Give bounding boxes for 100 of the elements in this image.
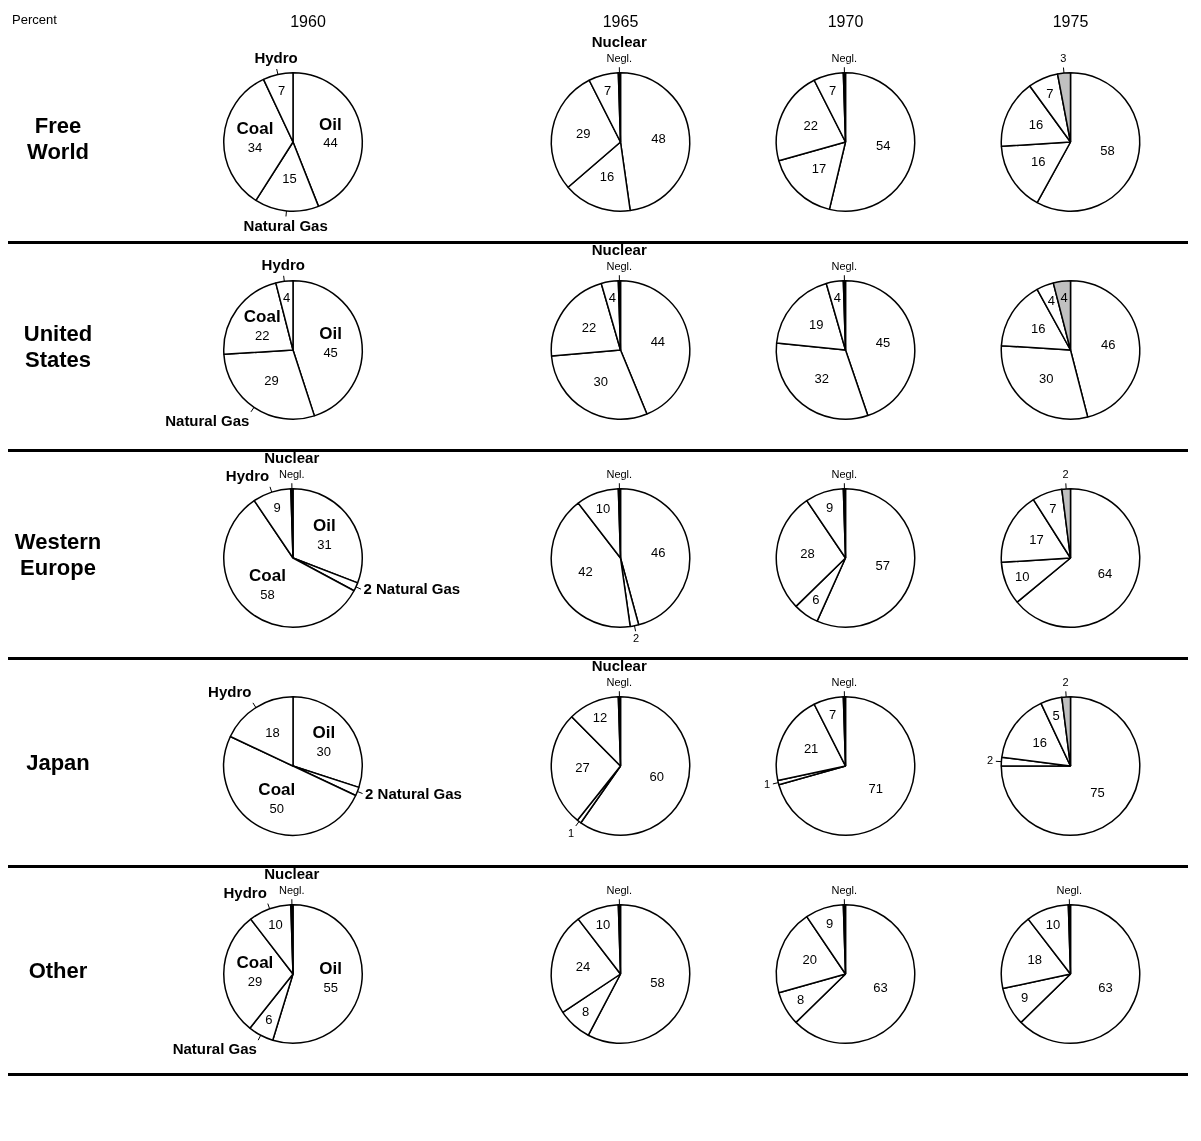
data-label: 24 — [575, 959, 591, 975]
data-label: 10 — [268, 916, 283, 932]
chart-title: 1965 — [602, 13, 639, 31]
data-label: 29 — [247, 974, 263, 990]
data-label: Negl. — [831, 259, 858, 272]
slice-label: Natural Gas — [172, 1040, 257, 1058]
data-label: 42 — [578, 564, 593, 580]
data-label: 4 — [1047, 293, 1055, 309]
data-label: 19 — [809, 317, 824, 333]
data-label: 58 — [260, 586, 275, 602]
text: Other — [28, 957, 88, 984]
data-label: 75 — [1090, 784, 1105, 800]
data-label: 3 — [1060, 52, 1067, 65]
chart-title: 1960 — [290, 13, 326, 31]
data-label: 28 — [800, 545, 815, 561]
slice-label: Nuclear — [591, 657, 647, 675]
data-label: 16 — [1028, 117, 1044, 133]
data-label: 8 — [582, 1004, 590, 1020]
data-label: 44 — [650, 334, 666, 350]
slice-label: Nuclear — [591, 33, 647, 51]
data-label: 32 — [814, 371, 830, 387]
text: Percent — [12, 12, 57, 27]
data-label: 16 — [599, 169, 615, 185]
data-label: 57 — [875, 557, 890, 573]
data-label: 7 — [829, 707, 837, 723]
slice-label: Hydro — [261, 255, 305, 273]
data-label: Negl. — [606, 259, 633, 272]
data-label: Negl. — [831, 675, 858, 688]
data-label: 45 — [323, 344, 338, 360]
data-label: 44 — [323, 135, 338, 151]
data-label: 2 — [1062, 676, 1069, 689]
slice-label: Oil — [313, 516, 336, 536]
chart-title: 1970 — [827, 13, 864, 31]
data-label: 7 — [829, 83, 837, 99]
slice-label: Oil — [319, 959, 342, 979]
data-label: 29 — [264, 373, 279, 389]
data-label: 48 — [651, 130, 666, 146]
data-label: 5 — [1052, 707, 1060, 723]
slice-label: Coal — [236, 119, 274, 139]
slice-label: Hydro — [254, 48, 298, 66]
data-label: 1 — [568, 826, 575, 839]
slice-label: Nuclear — [264, 449, 320, 467]
data-label: 22 — [254, 328, 270, 344]
data-label: 9 — [1021, 990, 1029, 1006]
data-label: Negl. — [606, 883, 633, 896]
data-label: 4 — [282, 290, 291, 306]
data-label: 2 — [633, 632, 640, 645]
data-label: 46 — [651, 544, 666, 560]
data-label: 4 — [608, 290, 617, 306]
data-label: Negl. — [606, 467, 633, 480]
data-label: 30 — [593, 374, 608, 390]
data-label: 6 — [812, 592, 820, 608]
text: Western Europe — [13, 528, 103, 581]
data-label: 10 — [595, 500, 611, 516]
slice-label: Oil — [319, 114, 342, 134]
slice-label: Hydro — [223, 883, 267, 901]
data-label: 4 — [833, 290, 842, 306]
slice-label: Coal — [258, 780, 296, 800]
data-label: 9 — [273, 500, 281, 516]
data-label: 58 — [1100, 143, 1115, 159]
data-label: 54 — [876, 138, 891, 154]
data-label: 45 — [875, 335, 891, 351]
slice-label: Coal — [249, 565, 286, 585]
data-label: 58 — [650, 974, 665, 990]
slice-label: Oil — [319, 323, 342, 343]
text: Japan — [26, 749, 90, 776]
slice-label: 2 Natural Gas — [363, 580, 461, 598]
data-label: 63 — [873, 980, 888, 996]
data-label: 60 — [649, 769, 665, 785]
data-label: 10 — [1045, 916, 1061, 932]
data-label: 55 — [323, 980, 338, 996]
slice-label: Natural Gas — [165, 411, 250, 429]
slice-label: Coal — [236, 953, 274, 973]
slice-label: Hydro — [208, 683, 252, 701]
data-label: Negl. — [831, 51, 858, 64]
data-label: 15 — [282, 171, 297, 187]
slice-label: Hydro — [225, 466, 270, 484]
data-label: Negl. — [831, 467, 858, 480]
text: United States — [22, 320, 94, 373]
data-label: 2 — [986, 754, 994, 767]
data-label: 6 — [265, 1011, 273, 1027]
data-label: Negl. — [606, 51, 633, 64]
slice-label: 2 Natural Gas — [365, 784, 462, 802]
data-label: 22 — [803, 118, 818, 134]
data-label: Negl. — [1056, 883, 1083, 896]
slice-label: Coal — [243, 307, 281, 327]
data-label: 30 — [1038, 370, 1054, 386]
data-label: 64 — [1097, 565, 1113, 581]
data-label: 16 — [1031, 153, 1046, 169]
data-label: 9 — [825, 916, 834, 932]
data-label: 31 — [317, 537, 332, 553]
data-label: 10 — [595, 916, 611, 932]
data-label: 46 — [1101, 336, 1116, 352]
data-label: Negl. — [831, 883, 858, 896]
data-label: 7 — [1049, 500, 1057, 516]
slice-label: Nuclear — [264, 865, 320, 883]
data-label: 2 — [1062, 468, 1069, 481]
data-label: 4 — [1060, 290, 1068, 306]
data-label: 7 — [604, 83, 612, 99]
data-label: Negl. — [278, 883, 305, 896]
